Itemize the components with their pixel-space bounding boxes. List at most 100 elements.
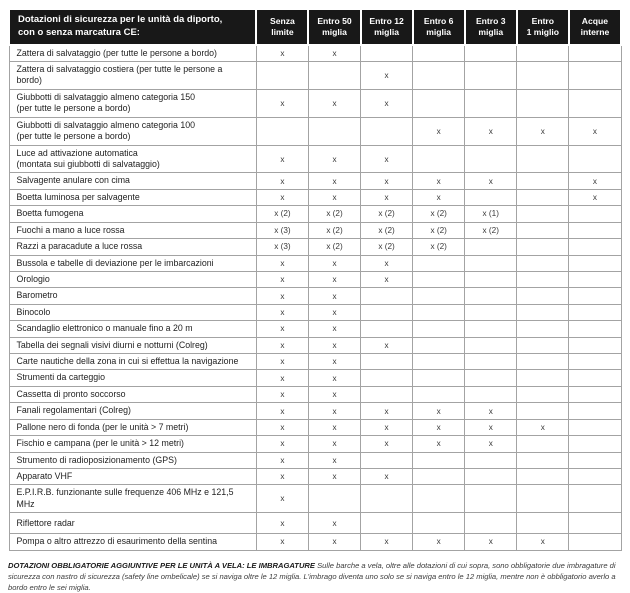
empty-cell <box>568 353 622 371</box>
required-mark: x (2) <box>360 221 414 240</box>
empty-cell <box>568 484 622 514</box>
table-row: Pallone nero di fonda (per le unità > 7 … <box>8 418 622 437</box>
table-row: Riflettore radar x x <box>8 512 622 535</box>
table-row: Boetta luminosa per salvagente x x x x x <box>8 188 622 207</box>
column-header: Entro 1 miglio <box>515 8 570 46</box>
required-mark: x <box>255 303 309 322</box>
required-mark: x (2) <box>307 221 362 240</box>
safety-equipment-table: Dotazioni di sicurezza per le unità da d… <box>7 8 623 551</box>
empty-cell <box>568 336 622 355</box>
required-mark: x (1) <box>464 205 518 223</box>
empty-cell <box>464 61 518 90</box>
empty-cell <box>255 61 309 90</box>
empty-cell <box>516 402 570 420</box>
empty-cell <box>255 116 309 146</box>
empty-cell <box>568 270 622 289</box>
equipment-label: Pompa o altro attrezzo di esaurimento de… <box>8 533 257 551</box>
equipment-label: Cassetta di pronto soccorso <box>8 385 257 404</box>
required-mark: x (3) <box>255 221 309 240</box>
required-mark: x <box>307 353 362 371</box>
equipment-label: Riflettore radar <box>8 512 257 535</box>
table-row: Giubbotti di salvataggio almeno categori… <box>8 88 622 118</box>
required-mark: x <box>255 254 309 272</box>
required-mark: x <box>412 435 466 453</box>
equipment-label: Orologio <box>8 270 257 289</box>
required-mark: x <box>255 88 309 118</box>
required-mark: x <box>307 188 362 207</box>
required-mark: x <box>307 369 362 387</box>
empty-cell <box>516 61 570 90</box>
empty-cell <box>412 468 466 486</box>
empty-cell <box>516 303 570 322</box>
empty-cell <box>464 353 518 371</box>
empty-cell <box>464 188 518 207</box>
required-mark: x <box>255 402 309 420</box>
equipment-label: Boetta fumogena <box>8 205 257 223</box>
required-mark: x <box>516 533 570 551</box>
empty-cell <box>568 238 622 256</box>
empty-cell <box>516 512 570 535</box>
required-mark: x <box>255 468 309 486</box>
empty-cell <box>516 172 570 190</box>
required-mark: x <box>360 468 414 486</box>
empty-cell <box>464 238 518 256</box>
required-mark: x <box>255 188 309 207</box>
required-mark: x <box>464 116 518 146</box>
empty-cell <box>568 61 622 90</box>
table-row: Fuochi a mano a luce rossa x (3) x (2) x (2… <box>8 221 622 240</box>
empty-cell <box>516 88 570 118</box>
column-header: Acque interne <box>567 8 623 46</box>
table-row: Strumento di radioposizionamento (GPS) x x <box>8 451 622 470</box>
required-mark: x <box>255 320 309 338</box>
empty-cell <box>464 287 518 305</box>
required-mark: x <box>255 533 309 551</box>
required-mark: x (2) <box>412 238 466 256</box>
footnote: DOTAZIONI OBBLIGATORIE AGGIUNTIVE PER LE… <box>8 560 622 593</box>
empty-cell <box>360 451 414 470</box>
empty-cell <box>516 238 570 256</box>
empty-cell <box>516 188 570 207</box>
empty-cell <box>360 320 414 338</box>
empty-cell <box>307 484 362 514</box>
required-mark: x <box>307 435 362 453</box>
empty-cell <box>360 287 414 305</box>
empty-cell <box>568 205 622 223</box>
required-mark: x <box>307 385 362 404</box>
table-row: Barometro x x <box>8 287 622 305</box>
equipment-label: Tabella dei segnali visivi diurni e nott… <box>8 336 257 355</box>
empty-cell <box>568 418 622 437</box>
equipment-label: Fanali regolamentari (Colreg) <box>8 402 257 420</box>
empty-cell <box>516 353 570 371</box>
required-mark: x <box>255 353 309 371</box>
equipment-label: Zattera di salvataggio (per tutte le per… <box>8 44 257 63</box>
empty-cell <box>568 88 622 118</box>
empty-cell <box>464 385 518 404</box>
equipment-label: Zattera di salvataggio costiera (per tut… <box>8 61 257 90</box>
column-header: Entro 3 miglia <box>463 8 518 46</box>
empty-cell <box>516 205 570 223</box>
equipment-label: Luce ad attivazione automatica (montata s… <box>8 144 257 174</box>
equipment-label: Fischio e campana (per le unità > 12 met… <box>8 435 257 453</box>
equipment-label: Strumento di radioposizionamento (GPS) <box>8 451 257 470</box>
required-mark: x <box>307 468 362 486</box>
required-mark: x <box>255 385 309 404</box>
required-mark: x <box>412 172 466 190</box>
required-mark: x <box>255 270 309 289</box>
empty-cell <box>307 61 362 90</box>
table-body: Zattera di salvataggio (per tutte le per… <box>8 44 622 551</box>
empty-cell <box>412 270 466 289</box>
equipment-label: Razzi a paracadute a luce rossa <box>8 238 257 256</box>
table-row: E.P.I.R.B. funzionante sulle frequenze 4… <box>8 484 622 514</box>
empty-cell <box>568 44 622 63</box>
table-row: Fanali regolamentari (Colreg) x x x x x <box>8 402 622 420</box>
empty-cell <box>516 270 570 289</box>
empty-cell <box>360 484 414 514</box>
table-row: Salvagente anulare con cima x x x x x x <box>8 172 622 190</box>
empty-cell <box>568 385 622 404</box>
empty-cell <box>464 512 518 535</box>
empty-cell <box>307 116 362 146</box>
table-row: Orologio x x x <box>8 270 622 289</box>
empty-cell <box>516 468 570 486</box>
table-row: Boetta fumogena x (2) x (2) x (2) x (2) x (1) <box>8 205 622 223</box>
